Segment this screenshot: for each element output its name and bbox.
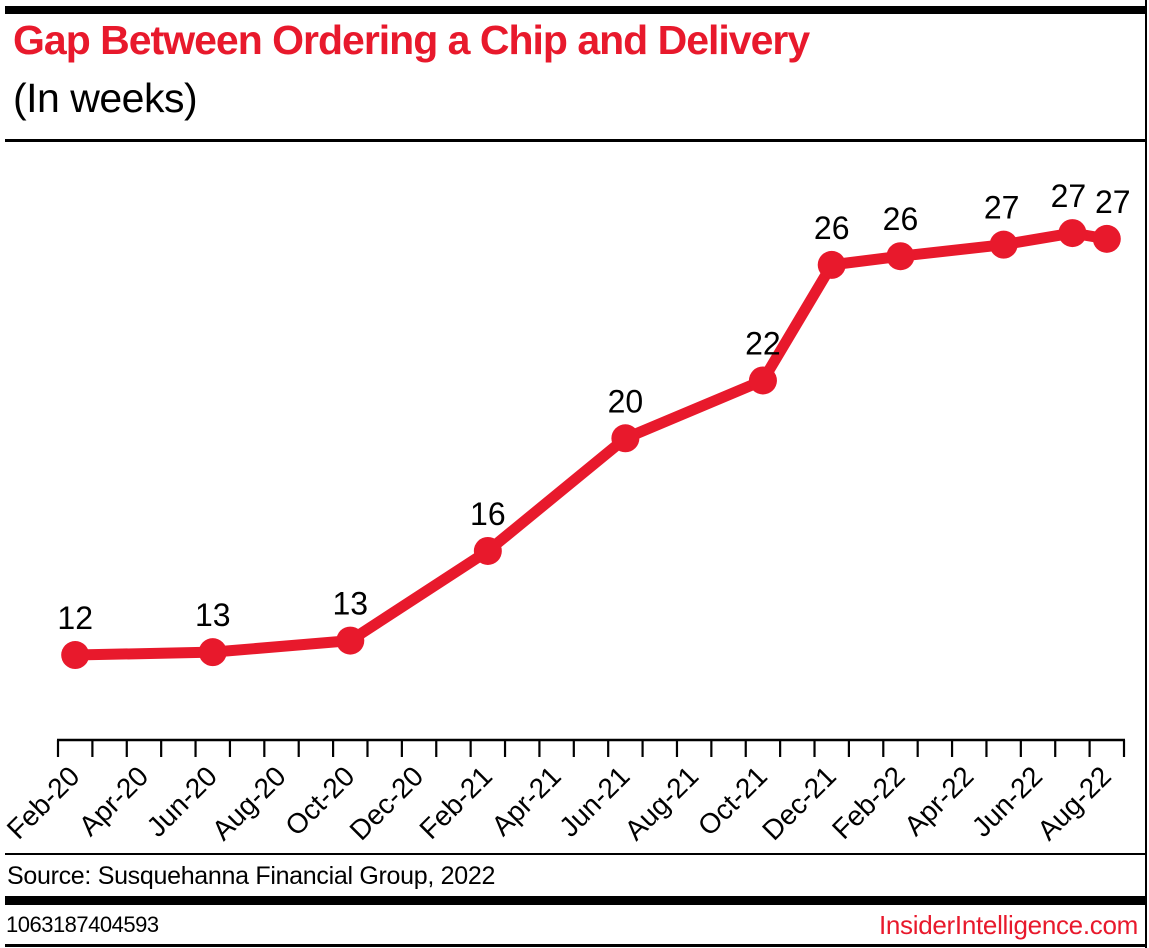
series-line <box>69 227 1113 661</box>
data-point-label: 13 <box>332 586 368 622</box>
x-axis-tick-label: Apr-21 <box>486 760 567 841</box>
x-axis-tick-label: Dec-21 <box>756 760 842 846</box>
bottom-border-line <box>5 944 1145 947</box>
x-axis-tick-label: Aug-20 <box>206 760 292 846</box>
data-point-marker <box>748 366 777 395</box>
data-point-label: 27 <box>1095 184 1131 220</box>
data-point-marker <box>886 242 915 271</box>
data-point-label: 13 <box>195 597 231 633</box>
data-point-label: 12 <box>57 600 93 636</box>
data-point-marker <box>473 536 502 565</box>
data-point-label: 20 <box>608 383 644 419</box>
x-axis-tick-label: Aug-22 <box>1031 760 1117 846</box>
data-point-marker <box>1058 219 1087 248</box>
data-point-label: 26 <box>814 210 850 246</box>
data-point-label: 16 <box>470 496 506 532</box>
data-point-marker <box>61 641 90 670</box>
x-axis-tick-label: Feb-22 <box>826 760 911 845</box>
title-divider <box>5 139 1145 142</box>
data-point-marker <box>336 626 365 655</box>
data-point-label: 22 <box>745 325 781 361</box>
x-axis-tick-label: Jun-20 <box>141 760 223 842</box>
x-axis-tick-label: Dec-20 <box>344 760 430 846</box>
insider-intelligence-link[interactable]: InsiderIntelligence.com <box>878 910 1138 940</box>
x-axis-tick-label: Aug-21 <box>619 760 705 846</box>
data-point-marker <box>817 250 846 279</box>
chart-id-code: 1063187404593 <box>6 912 159 937</box>
chart-subtitle-units: (In weeks) <box>13 75 198 121</box>
x-axis-tick-label: Jun-21 <box>553 760 635 842</box>
top-border-bar <box>5 6 1145 14</box>
data-point-label: 27 <box>1051 178 1087 214</box>
data-point-marker <box>611 424 640 453</box>
data-point-label: 27 <box>984 190 1020 226</box>
data-point-marker <box>1092 224 1121 253</box>
x-axis-tick-label: Apr-20 <box>73 760 154 841</box>
right-border-line <box>1145 0 1147 948</box>
chart-title: Gap Between Ordering a Chip and Delivery <box>13 17 810 63</box>
footer-bar <box>5 896 1145 905</box>
data-point-label: 26 <box>883 201 919 237</box>
x-axis-tick-label: Jun-22 <box>966 760 1048 842</box>
source-text: Source: Susquehanna Financial Group, 202… <box>7 862 496 890</box>
x-axis-tick-label: Apr-22 <box>898 760 979 841</box>
data-point-marker <box>989 230 1018 259</box>
data-point-marker <box>198 638 227 667</box>
source-divider <box>5 853 1145 855</box>
x-axis-tick-label: Feb-20 <box>1 760 86 845</box>
x-axis-tick-label: Feb-21 <box>413 760 498 845</box>
